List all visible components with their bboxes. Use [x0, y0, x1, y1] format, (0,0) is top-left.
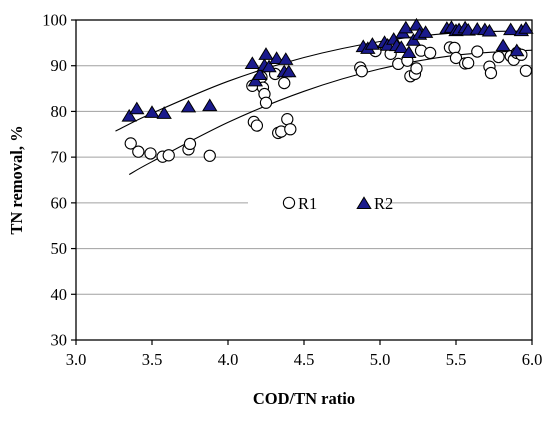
point-r2 — [417, 25, 434, 38]
point-r2 — [503, 22, 519, 36]
x-tick-label: 5.0 — [370, 350, 391, 369]
axis-ticks: 30 40 50 60 70 80 90 100 3.0 3.5 4.0 4.5 5.0 5.5 6.0 — [42, 11, 542, 370]
point-r2 — [364, 37, 381, 50]
point-r1 — [448, 41, 461, 55]
y-tick-label: 40 — [51, 285, 68, 304]
point-r2 — [518, 21, 534, 34]
point-r1 — [462, 56, 475, 70]
point-r2 — [509, 43, 525, 57]
point-r1 — [259, 96, 273, 109]
y-tick-label: 90 — [51, 56, 68, 75]
x-tick-label: 6.0 — [522, 350, 543, 369]
point-r2 — [156, 106, 172, 119]
point-r1 — [250, 119, 264, 132]
point-r2 — [129, 101, 145, 115]
point-r1 — [284, 123, 297, 136]
legend-marker-r2 — [356, 196, 372, 209]
y-tick-label: 50 — [51, 239, 68, 258]
x-tick-label: 4.0 — [218, 350, 239, 369]
legend: R1 R2 — [282, 194, 393, 213]
x-axis-title: COD/TN ratio — [253, 389, 355, 408]
point-r2 — [180, 99, 197, 113]
point-r2 — [247, 73, 264, 87]
point-r2 — [393, 40, 409, 54]
data-points — [121, 17, 534, 163]
y-tick-label: 30 — [51, 331, 68, 350]
y-tick-label: 100 — [42, 11, 67, 30]
point-r1 — [144, 147, 157, 160]
point-r1 — [132, 145, 145, 158]
point-r1 — [281, 113, 294, 126]
point-r2 — [278, 52, 294, 65]
point-r1 — [492, 50, 505, 64]
point-r2 — [268, 51, 285, 64]
point-r2 — [408, 17, 425, 31]
point-r2 — [495, 38, 511, 52]
legend-label-r2: R2 — [374, 194, 393, 213]
x-tick-label: 3.5 — [142, 350, 163, 369]
point-r1 — [124, 137, 137, 150]
x-tick-label: 5.5 — [446, 350, 467, 369]
point-r2 — [144, 105, 160, 118]
point-r1 — [355, 65, 368, 78]
point-r2 — [244, 56, 261, 70]
gridlines — [76, 65, 532, 295]
y-tick-label: 80 — [51, 102, 68, 121]
legend-marker-r1 — [282, 196, 296, 210]
point-r1 — [203, 149, 216, 162]
point-r1 — [183, 137, 197, 151]
point-r1 — [484, 66, 498, 80]
point-r2 — [281, 64, 297, 78]
point-r1 — [449, 51, 463, 65]
point-r2 — [121, 108, 137, 122]
point-r1 — [162, 149, 175, 162]
point-r2 — [202, 98, 218, 112]
point-r2 — [252, 67, 268, 80]
point-r2 — [401, 45, 417, 59]
x-tick-label: 3.0 — [66, 350, 87, 369]
point-r1 — [471, 45, 484, 58]
point-r2 — [481, 23, 498, 37]
point-r1 — [519, 64, 533, 77]
point-r2 — [258, 47, 274, 60]
y-tick-label: 70 — [51, 148, 68, 167]
y-tick-label: 60 — [51, 193, 68, 212]
point-r1 — [410, 62, 423, 75]
y-axis-title: TN removal, % — [7, 125, 26, 234]
legend-label-r1: R1 — [298, 194, 317, 213]
point-r1 — [424, 46, 437, 60]
point-r1 — [278, 76, 291, 90]
x-tick-label: 4.5 — [294, 350, 315, 369]
point-r2 — [261, 59, 277, 73]
